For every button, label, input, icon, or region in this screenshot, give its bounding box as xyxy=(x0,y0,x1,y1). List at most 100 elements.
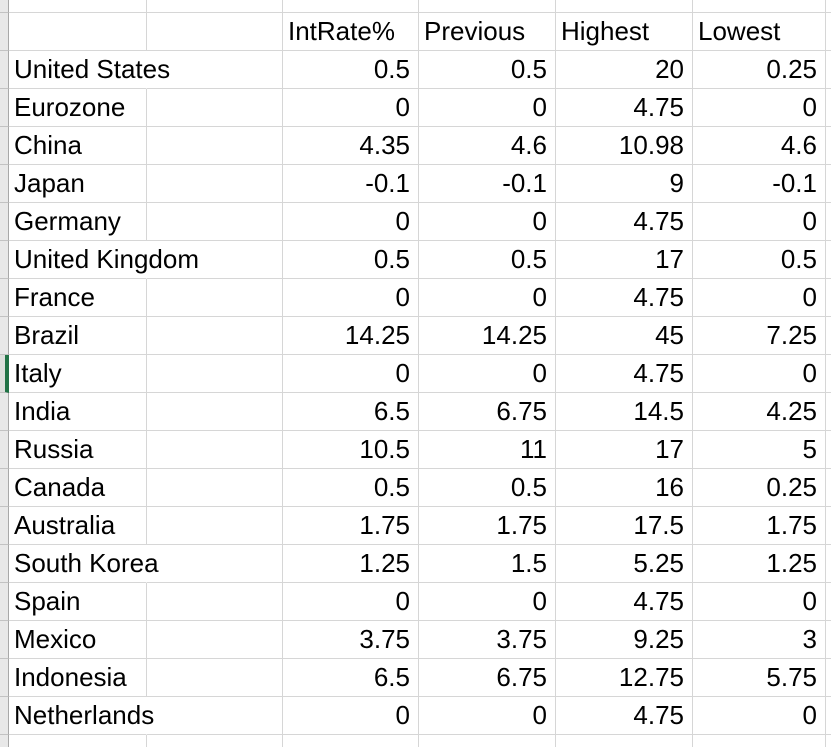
cell[interactable] xyxy=(826,13,831,51)
cell[interactable] xyxy=(826,545,831,583)
cell[interactable] xyxy=(147,13,283,51)
cell[interactable] xyxy=(147,583,283,621)
lowest-cell[interactable]: 0.25 xyxy=(693,51,826,89)
previous-cell[interactable]: 0 xyxy=(419,583,556,621)
intrate-cell[interactable]: 1.25 xyxy=(283,545,419,583)
highest-cell[interactable]: 14.5 xyxy=(556,393,693,431)
cell[interactable] xyxy=(147,431,283,469)
country-cell[interactable]: France xyxy=(9,279,147,317)
intrate-cell[interactable]: 0 xyxy=(283,203,419,241)
country-cell[interactable]: China xyxy=(9,127,147,165)
row-header-cell[interactable] xyxy=(0,13,9,51)
row-header-cell[interactable] xyxy=(0,165,9,203)
row-header-cell[interactable] xyxy=(0,431,9,469)
lowest-cell[interactable]: 7.25 xyxy=(693,317,826,355)
lowest-cell[interactable]: 0 xyxy=(693,583,826,621)
country-cell[interactable]: Russia xyxy=(9,431,147,469)
row-header-cell[interactable] xyxy=(0,203,9,241)
row-header-cell[interactable] xyxy=(0,659,9,697)
cell[interactable] xyxy=(147,89,283,127)
column-header-lowest[interactable]: Lowest xyxy=(693,13,826,51)
highest-cell[interactable]: 4.75 xyxy=(556,583,693,621)
cell[interactable] xyxy=(826,697,831,735)
intrate-cell[interactable]: 0.5 xyxy=(283,469,419,507)
cell[interactable] xyxy=(147,697,283,735)
cell[interactable] xyxy=(147,469,283,507)
lowest-cell[interactable]: 0 xyxy=(693,203,826,241)
highest-cell[interactable]: 16 xyxy=(556,469,693,507)
country-cell[interactable]: Mexico xyxy=(9,621,147,659)
cell[interactable] xyxy=(826,659,831,697)
column-header-highest[interactable]: Highest xyxy=(556,13,693,51)
cell[interactable] xyxy=(826,393,831,431)
highest-cell[interactable]: 20 xyxy=(556,51,693,89)
previous-cell[interactable]: 11 xyxy=(419,431,556,469)
intrate-cell[interactable]: 6.5 xyxy=(283,393,419,431)
cell[interactable] xyxy=(826,583,831,621)
cell[interactable] xyxy=(826,621,831,659)
intrate-cell[interactable]: 0 xyxy=(283,355,419,393)
row-header-cell[interactable] xyxy=(0,241,9,279)
cell[interactable] xyxy=(147,317,283,355)
cell[interactable] xyxy=(419,0,556,13)
cell[interactable] xyxy=(147,621,283,659)
intrate-cell[interactable]: 0 xyxy=(283,89,419,127)
country-cell[interactable]: Germany xyxy=(9,203,147,241)
previous-cell[interactable]: 0 xyxy=(419,279,556,317)
previous-cell[interactable]: 0 xyxy=(419,355,556,393)
cell[interactable] xyxy=(147,51,283,89)
cell[interactable] xyxy=(826,355,831,393)
lowest-cell[interactable]: 0.25 xyxy=(693,469,826,507)
cell[interactable] xyxy=(9,0,147,13)
highest-cell[interactable]: 10.98 xyxy=(556,127,693,165)
country-cell[interactable]: South Korea xyxy=(9,545,159,583)
highest-cell[interactable]: 4.75 xyxy=(556,203,693,241)
cell[interactable] xyxy=(283,735,419,747)
country-cell[interactable]: Netherlands xyxy=(9,697,154,735)
row-header-cell[interactable] xyxy=(0,507,9,545)
row-header-cell[interactable] xyxy=(0,89,9,127)
cell[interactable] xyxy=(826,317,831,355)
cell[interactable] xyxy=(826,735,831,747)
lowest-cell[interactable]: 3 xyxy=(693,621,826,659)
previous-cell[interactable]: 4.6 xyxy=(419,127,556,165)
highest-cell[interactable]: 4.75 xyxy=(556,355,693,393)
column-header-intrate[interactable]: IntRate% xyxy=(283,13,419,51)
country-cell[interactable]: Australia xyxy=(9,507,147,545)
row-header-cell[interactable] xyxy=(0,545,9,583)
cell[interactable] xyxy=(693,0,826,13)
country-cell[interactable]: Italy xyxy=(9,355,147,393)
previous-cell[interactable]: 6.75 xyxy=(419,393,556,431)
highest-cell[interactable]: 17 xyxy=(556,241,693,279)
country-cell[interactable]: India xyxy=(9,393,147,431)
intrate-cell[interactable]: 14.25 xyxy=(283,317,419,355)
row-header-cell[interactable] xyxy=(0,393,9,431)
cell[interactable] xyxy=(147,355,283,393)
cell[interactable] xyxy=(556,0,693,13)
previous-cell[interactable]: 0 xyxy=(419,203,556,241)
highest-cell[interactable]: 9.25 xyxy=(556,621,693,659)
previous-cell[interactable]: 3.75 xyxy=(419,621,556,659)
row-header-cell[interactable] xyxy=(0,621,9,659)
intrate-cell[interactable]: 0 xyxy=(283,583,419,621)
cell[interactable] xyxy=(826,469,831,507)
highest-cell[interactable]: 4.75 xyxy=(556,279,693,317)
lowest-cell[interactable]: 1.75 xyxy=(693,507,826,545)
highest-cell[interactable]: 17.5 xyxy=(556,507,693,545)
previous-cell[interactable]: 1.75 xyxy=(419,507,556,545)
cell[interactable] xyxy=(147,279,283,317)
country-cell[interactable]: Canada xyxy=(9,469,147,507)
row-header-cell[interactable] xyxy=(0,51,9,89)
previous-cell[interactable]: 1.5 xyxy=(419,545,556,583)
country-cell[interactable]: United Kingdom xyxy=(9,241,199,279)
cell[interactable] xyxy=(147,545,283,583)
cell[interactable] xyxy=(147,393,283,431)
cell[interactable] xyxy=(147,0,283,13)
lowest-cell[interactable]: 5 xyxy=(693,431,826,469)
row-header-cell[interactable] xyxy=(0,583,9,621)
cell[interactable] xyxy=(826,431,831,469)
cell[interactable] xyxy=(826,127,831,165)
cell[interactable] xyxy=(826,89,831,127)
intrate-cell[interactable]: 0.5 xyxy=(283,241,419,279)
intrate-cell[interactable]: 0 xyxy=(283,697,419,735)
